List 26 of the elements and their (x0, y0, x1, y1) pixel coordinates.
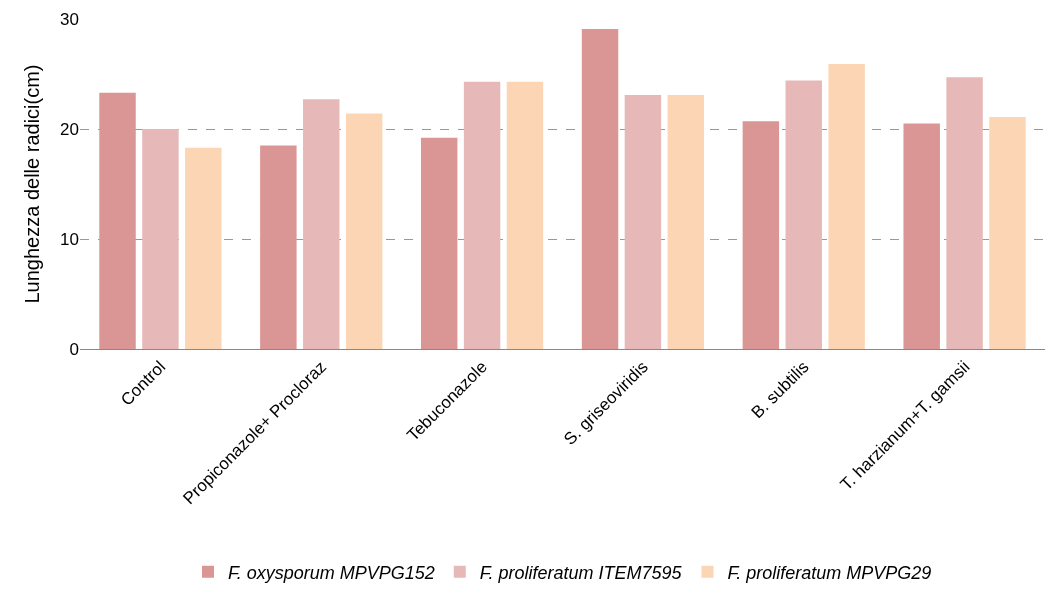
legend-label: F. proliferatum MPVPG29 (727, 562, 932, 583)
bar (989, 116, 1026, 349)
legend-label: F. oxysporum MPVPG152 (228, 562, 435, 583)
bar (667, 94, 705, 349)
bar (260, 145, 297, 349)
bar (828, 64, 865, 349)
y-tick-label: 30 (60, 9, 79, 29)
bar (506, 81, 544, 349)
bar (345, 113, 383, 349)
bar (420, 137, 458, 349)
y-tick-label: 20 (60, 119, 79, 139)
bar (142, 129, 179, 349)
bar (581, 28, 619, 349)
bar (946, 77, 983, 349)
bar (303, 99, 340, 349)
legend-label: F. proliferatum ITEM7595 (479, 562, 683, 583)
y-axis-title: Lunghezza delle radici(cm) (20, 64, 43, 304)
bar (624, 94, 662, 349)
bar (185, 147, 222, 349)
y-tick-label: 0 (69, 339, 79, 359)
bar (463, 81, 501, 349)
bar (903, 123, 940, 349)
bar (742, 121, 780, 349)
bar (785, 80, 822, 349)
bar (99, 92, 136, 349)
y-tick-label: 10 (60, 229, 79, 249)
